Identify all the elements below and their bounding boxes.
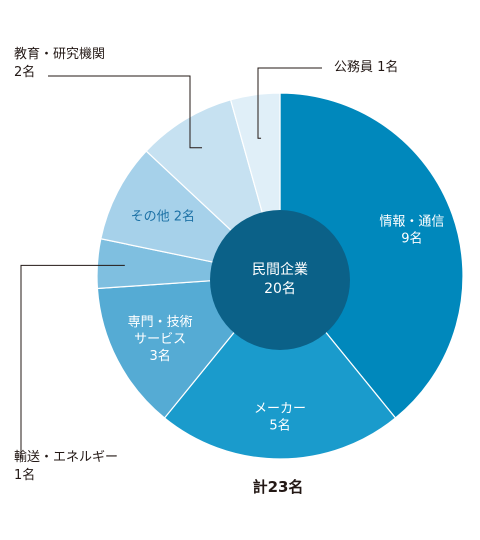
pie-slice-2: [163, 275, 397, 460]
callout-label-6: 教育・研究機関 2名: [14, 46, 105, 80]
slice-label-2: メーカー 5名: [254, 402, 306, 434]
callout-label-7: 公務員 1名: [334, 59, 398, 75]
center-label: 民間企業 20名: [252, 261, 308, 297]
leader-line-6: [48, 75, 203, 149]
slice-label-1: 情報・通信 9名: [379, 215, 444, 247]
slice-label-5: その他 2名: [131, 208, 195, 224]
pie-slice-1: [279, 92, 464, 419]
leader-line-7: [257, 67, 322, 139]
center-group: 民間企業 20名: [210, 210, 350, 350]
total-label: 計23名: [253, 478, 304, 496]
leader-line-4: [20, 264, 125, 458]
callout-label-4: 輸送・エネルギー 1名: [14, 450, 118, 483]
center-circle: [210, 210, 350, 350]
slice-label-3: 専門・技術サービス 3名: [128, 315, 193, 364]
